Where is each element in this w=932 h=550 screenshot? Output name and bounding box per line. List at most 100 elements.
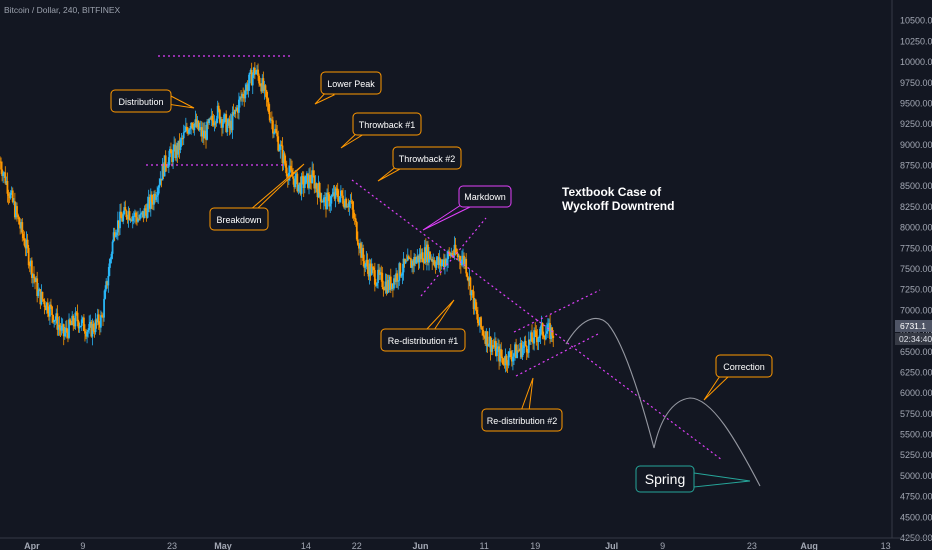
- candle-body-316: [334, 188, 337, 199]
- chart-title-line-1: Textbook Case of: [562, 185, 662, 199]
- candle-body-457: [484, 336, 487, 344]
- candle-body-246: [260, 85, 263, 92]
- candle-body-98: [103, 298, 105, 318]
- time-tick-9: Jul: [605, 541, 618, 550]
- candle-body-499: [528, 339, 531, 342]
- candle-body-364: [385, 281, 388, 293]
- candle-body-201: [212, 120, 215, 126]
- price-tick-5500: 5500.00: [900, 430, 932, 440]
- redistribution-2-channel-top[interactable]: [513, 289, 601, 333]
- candle-body-14: [13, 201, 16, 218]
- candle-body-456: [483, 335, 486, 337]
- candle-body-462: [489, 336, 492, 352]
- candle-body-62: [64, 327, 67, 333]
- candle-body-440: [466, 273, 469, 278]
- candle-body-20: [20, 222, 23, 229]
- callout-distribution[interactable]: Distribution: [110, 89, 195, 113]
- candle-body-344: [364, 263, 367, 268]
- projected-path[interactable]: [565, 318, 761, 487]
- candle-body-284: [300, 176, 303, 194]
- candle-body-236: [249, 69, 252, 73]
- time-tick-3: May: [214, 541, 232, 550]
- redistribution-2-channel-bottom[interactable]: [515, 332, 601, 377]
- callout-lower-peak-label: Lower Peak: [327, 79, 375, 89]
- candle-body-129: [136, 217, 138, 222]
- candle-body-156: [164, 155, 167, 167]
- price-tick-10500: 10500.00: [900, 16, 932, 26]
- candle-body-143: [150, 194, 153, 202]
- candle-body-115: [121, 218, 124, 222]
- candle-body-49: [51, 306, 53, 316]
- candle-body-351: [371, 266, 374, 268]
- candle-body-305: [322, 197, 325, 203]
- candle-body-395: [418, 253, 421, 263]
- price-tick-9000: 9000.00: [900, 140, 932, 150]
- candle-body-26: [26, 239, 29, 248]
- callout-throwback-1[interactable]: Throwback #1: [340, 112, 422, 149]
- candle-body-350: [370, 266, 373, 275]
- callout-markdown[interactable]: Markdown: [422, 185, 512, 231]
- candle-body-34: [35, 278, 38, 282]
- candle-body-61: [63, 332, 66, 337]
- candle-body-37: [38, 289, 41, 291]
- candle-body-53: [55, 313, 58, 320]
- candle-body-260: [275, 128, 277, 133]
- candle-body-412: [436, 257, 439, 262]
- candle-body-164: [173, 144, 176, 150]
- candle-body-468: [496, 348, 498, 356]
- candle-body-377: [399, 263, 402, 277]
- redistribution-1-channel-line[interactable]: [420, 217, 487, 297]
- callout-redistribution-1[interactable]: Re-distribution #1: [380, 299, 466, 352]
- price-tick-5000: 5000.00: [900, 471, 932, 481]
- candle-body-183: [193, 123, 196, 131]
- candle-body-505: [535, 330, 538, 338]
- downtrend-line[interactable]: [351, 179, 723, 461]
- candle-body-373: [395, 273, 397, 282]
- candle-body-152: [160, 178, 163, 181]
- candle-body-141: [148, 197, 151, 209]
- candle-body-106: [111, 241, 114, 254]
- callout-correction[interactable]: Correction: [703, 354, 773, 401]
- candle-body-111: [116, 220, 119, 233]
- time-scale[interactable]: Apr 9 23 May 14 22 Jun 11 19 Jul 9 23 Aug 13: [24, 541, 891, 550]
- callout-lower-peak[interactable]: Lower Peak: [314, 71, 382, 105]
- candle-body-512: [542, 335, 545, 338]
- candle-body-84: [88, 324, 91, 331]
- candle-body-153: [161, 163, 164, 181]
- candle-body-261: [276, 132, 279, 137]
- candle-body-137: [144, 208, 147, 211]
- candle-body-478: [506, 364, 509, 366]
- candle-body-317: [335, 188, 338, 191]
- candle-body-155: [163, 155, 166, 177]
- candle-body-346: [366, 259, 369, 267]
- candle-body-149: [157, 187, 160, 196]
- candle-body-405: [429, 251, 431, 260]
- candle-body-374: [396, 273, 399, 282]
- callout-throwback-2[interactable]: Throwback #2: [377, 146, 462, 182]
- candle-body-161: [170, 149, 172, 154]
- candle-body-94: [98, 324, 101, 328]
- candle-body-425: [450, 253, 453, 257]
- candle-body-38: [39, 289, 42, 305]
- candle-body-181: [191, 122, 194, 128]
- candle-body-124: [130, 219, 133, 221]
- callout-spring[interactable]: Spring: [635, 465, 751, 493]
- candle-body-357: [378, 269, 380, 275]
- candle-body-417: [441, 259, 444, 263]
- candle-body-392: [415, 259, 418, 264]
- candle-body-313: [331, 195, 334, 197]
- candle-body-15: [15, 206, 17, 218]
- candle-body-497: [526, 352, 529, 354]
- candle-body-455: [482, 329, 485, 336]
- candle-body-162: [171, 153, 173, 162]
- candle-body-232: [245, 84, 248, 91]
- candle-body-277: [293, 178, 296, 188]
- candle-body-416: [440, 262, 443, 267]
- callout-redistribution-1-box: [380, 328, 466, 352]
- candle-body-226: [239, 97, 241, 100]
- callout-redistribution-2[interactable]: Re-distribution #2: [481, 377, 563, 432]
- candle-body-336: [355, 222, 358, 240]
- candle-body-99: [104, 289, 107, 299]
- callout-breakdown[interactable]: Breakdown: [209, 163, 305, 231]
